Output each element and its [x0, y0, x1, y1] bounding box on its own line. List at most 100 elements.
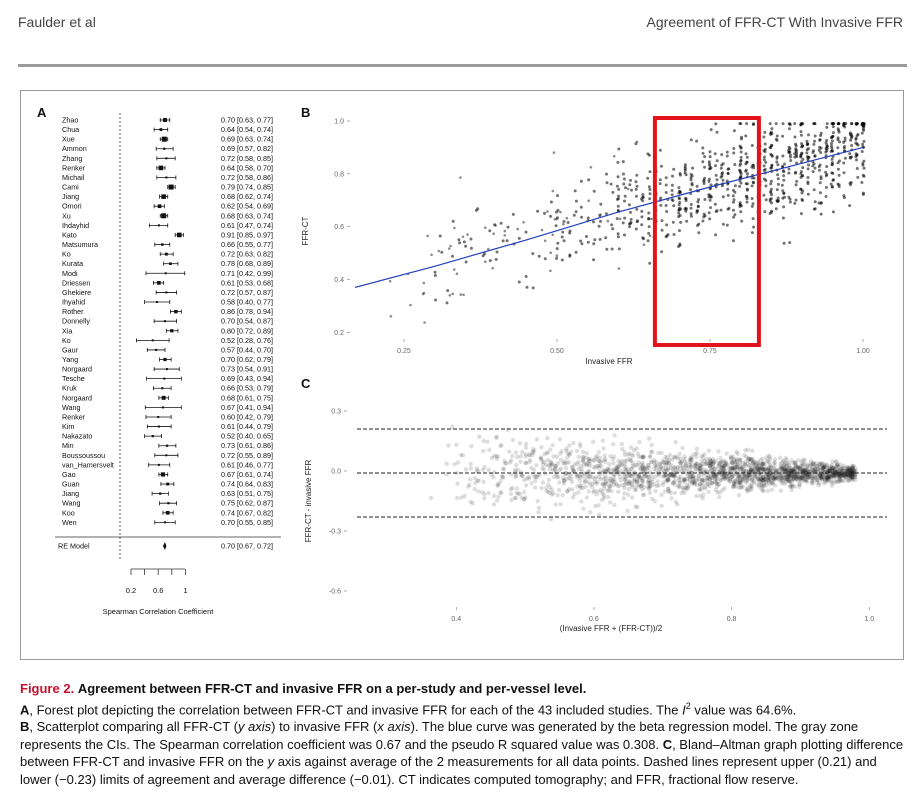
ba-point — [765, 476, 771, 481]
scatter-point — [437, 249, 441, 253]
ba-point — [851, 468, 856, 473]
ba-point — [838, 468, 843, 474]
ba-point — [772, 467, 778, 473]
ba-point — [707, 477, 712, 482]
ba-point — [562, 479, 567, 484]
scatter-point — [568, 254, 572, 258]
scatter-point — [774, 137, 778, 141]
ba-point — [799, 461, 805, 466]
ba-point — [717, 463, 722, 469]
ba-point — [670, 467, 676, 472]
ba-point — [760, 488, 765, 493]
scatter-point — [714, 122, 718, 126]
scatter-point — [862, 128, 866, 132]
ba-point — [702, 452, 707, 457]
ba-y-tick-label: -0.6 — [329, 589, 341, 596]
ba-point — [823, 473, 828, 479]
ba-point — [719, 465, 725, 470]
ba-point — [706, 448, 711, 453]
scatter-point — [640, 197, 643, 201]
ba-point — [746, 458, 751, 463]
ba-point — [586, 489, 591, 494]
scatter-point — [683, 167, 687, 171]
ba-point — [629, 481, 634, 486]
forest-point — [155, 348, 158, 351]
ba-point — [668, 472, 674, 478]
ba-point — [602, 458, 607, 463]
ba-point — [839, 466, 844, 471]
ba-point — [546, 477, 552, 483]
ba-point — [803, 472, 808, 478]
ba-point — [592, 480, 598, 485]
ba-point — [788, 469, 793, 474]
ba-point — [526, 474, 532, 480]
ba-point — [647, 484, 652, 489]
ba-point — [784, 477, 790, 482]
ba-point — [778, 476, 784, 481]
scatter-point — [559, 210, 562, 214]
ba-point — [799, 466, 804, 471]
ba-point — [669, 463, 674, 468]
ba-point — [848, 468, 853, 473]
forest-summary-label: 0.70 [0.67, 0.72] — [221, 542, 273, 551]
scatter-point — [708, 150, 712, 154]
scatter-point — [689, 172, 693, 176]
ba-point — [829, 474, 834, 479]
forest-study-name: Xia — [62, 326, 72, 335]
ba-point — [761, 460, 766, 466]
scatter-point — [751, 180, 755, 184]
scatter-point — [776, 163, 780, 167]
scatter-point — [501, 239, 505, 243]
ba-point — [728, 466, 734, 471]
scatter-point — [555, 217, 559, 221]
scatter-point — [599, 202, 603, 206]
ba-point — [700, 478, 706, 483]
ba-point — [837, 475, 842, 480]
ba-point — [772, 476, 777, 481]
ba-point — [847, 472, 852, 478]
ba-point — [632, 476, 637, 482]
ba-point — [574, 461, 580, 467]
ba-point — [766, 465, 772, 470]
ba-point — [750, 448, 755, 453]
ba-point — [782, 469, 787, 474]
forest-point — [157, 425, 160, 428]
scatter-point — [616, 197, 620, 201]
ba-point — [701, 481, 706, 486]
ba-point — [824, 475, 830, 480]
ba-point — [801, 477, 806, 483]
scatter-point — [592, 258, 596, 262]
ba-point — [678, 484, 683, 489]
ba-point — [670, 473, 675, 478]
ba-point — [834, 459, 839, 464]
scatter-point — [738, 201, 742, 205]
ba-point — [544, 485, 549, 490]
scatter-point — [793, 135, 797, 139]
scatter-point — [616, 204, 620, 208]
scatter-point — [829, 136, 833, 140]
caption-y: y — [267, 754, 275, 770]
scatter-point — [630, 188, 633, 192]
ba-point — [848, 475, 853, 480]
ba-point — [698, 482, 703, 487]
forest-row: Omori 0.62 [0.54, 0.69] — [62, 202, 273, 211]
ba-point — [806, 475, 811, 480]
ba-point — [762, 477, 767, 483]
forest-estimate-label: 0.78 [0.68, 0.89] — [221, 259, 273, 268]
ba-point — [769, 478, 774, 483]
ba-point — [637, 484, 642, 489]
ba-point — [624, 465, 629, 470]
forest-point — [174, 309, 178, 314]
ba-point — [689, 480, 695, 486]
ba-point — [761, 475, 766, 480]
ba-point — [629, 467, 634, 472]
ba-point — [564, 489, 570, 494]
ba-point — [641, 467, 646, 473]
scatter-point — [646, 176, 650, 180]
ba-point — [676, 484, 681, 490]
scatter-x-tick-label: 0.25 — [397, 348, 411, 355]
scatter-point — [599, 219, 602, 223]
scatter-point — [689, 214, 693, 218]
ba-point — [840, 468, 845, 474]
scatter-point — [800, 151, 804, 155]
